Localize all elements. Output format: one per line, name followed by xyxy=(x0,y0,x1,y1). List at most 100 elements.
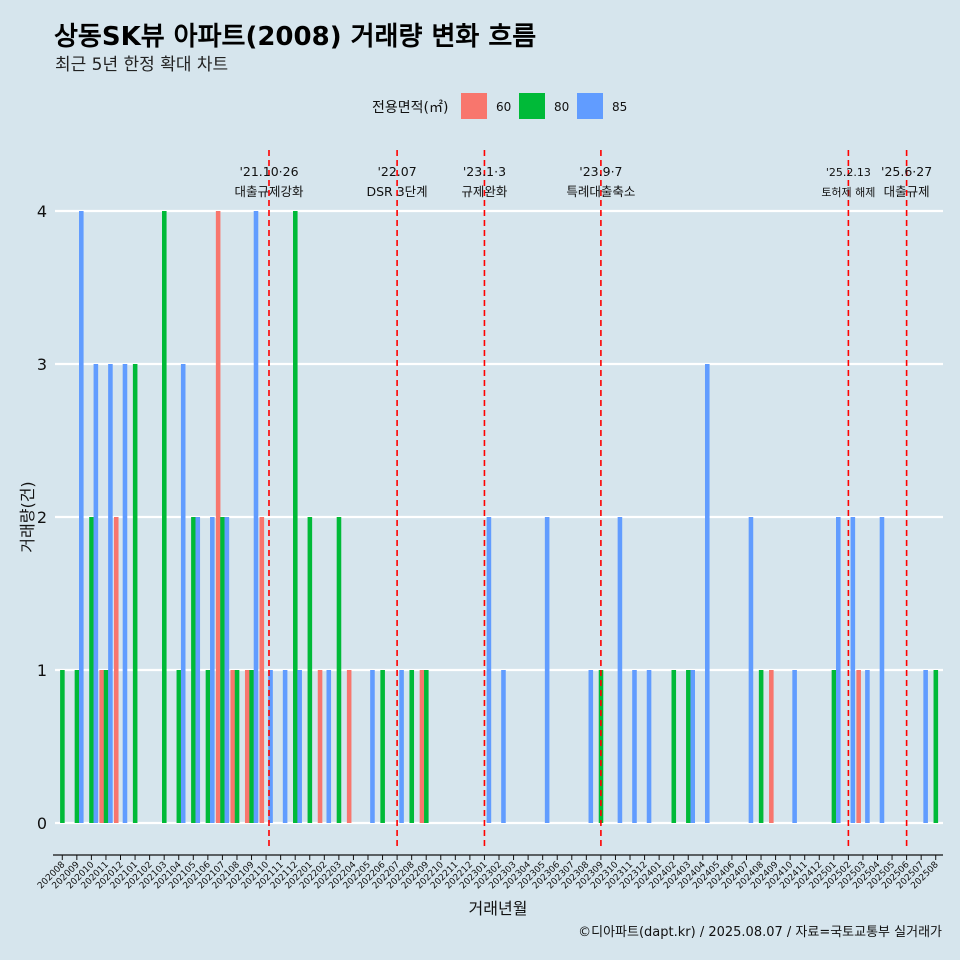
y-tick-label: 1 xyxy=(37,661,47,680)
bar-60-202107 xyxy=(215,211,221,823)
bar-80-202103 xyxy=(162,211,167,823)
caption: ©디아파트(dapt.kr) / 2025.08.07 / 자료=국토교통부 실… xyxy=(578,925,942,940)
legend-label-80: 80 xyxy=(554,100,569,114)
bar-85-202501 xyxy=(836,517,841,823)
bar-80-202008 xyxy=(60,670,65,823)
event-label-202110: 대출규제강화 xyxy=(234,184,304,199)
y-tick-label: 0 xyxy=(37,814,47,833)
bar-80-202107 xyxy=(220,517,225,823)
event-label-202301: 규제완화 xyxy=(461,184,508,199)
bar-80-202011 xyxy=(103,670,109,823)
event-label-202207: DSR 3단계 xyxy=(367,184,428,199)
bar-85-202312 xyxy=(646,670,652,823)
bar-85-202202 xyxy=(326,670,332,823)
bar-60-202110 xyxy=(259,517,265,823)
bar-80-202208 xyxy=(409,670,415,823)
bar-60-202012 xyxy=(113,517,119,823)
bar-80-202101 xyxy=(132,364,138,823)
bar-85-202302 xyxy=(501,670,506,823)
bars xyxy=(60,211,939,823)
legend-swatch-80 xyxy=(519,93,545,119)
event-date-202301: '23.1·3 xyxy=(463,164,506,179)
bar-85-202106 xyxy=(210,517,215,823)
event-label-202309: 특례대출축소 xyxy=(566,184,635,199)
bar-80-202105 xyxy=(191,517,196,823)
bar-85-202107 xyxy=(224,517,230,823)
event-date-202506: '25.6·27 xyxy=(881,164,932,179)
bar-80-202309 xyxy=(598,670,604,823)
x-axis-label: 거래년월 xyxy=(469,899,528,918)
event-label-202506: 대출규제 xyxy=(884,184,930,199)
y-tick-label: 3 xyxy=(37,355,47,374)
bar-80-202508 xyxy=(933,670,939,823)
bar-85-202507 xyxy=(923,670,928,823)
bar-80-202104 xyxy=(176,670,182,823)
bar-85-202011 xyxy=(108,364,113,823)
legend-swatch-60 xyxy=(461,93,487,119)
event-date-202309: '23.9·7 xyxy=(579,164,622,179)
bar-85-202205 xyxy=(370,670,375,823)
bar-60-202204 xyxy=(346,670,352,823)
bar-80-202010 xyxy=(89,517,94,823)
bar-60-202209 xyxy=(419,670,425,823)
bar-80-202209 xyxy=(424,670,429,823)
legend-title: 전용면적(㎡) xyxy=(372,100,448,116)
y-tick-label: 4 xyxy=(37,202,47,221)
bar-80-202403 xyxy=(686,670,691,823)
y-axis-ticks: 0 1 2 3 4 xyxy=(37,202,47,833)
bar-85-202207 xyxy=(399,670,404,823)
bar-80-202501 xyxy=(831,670,837,823)
chart-title: 상동SK뷰 아파트(2008) 거래량 변화 흐름 xyxy=(54,22,536,52)
bar-85-202009 xyxy=(79,211,84,823)
bar-85-202109 xyxy=(253,211,259,823)
event-label-202502: 토허제 해제 xyxy=(821,185,875,199)
bar-60-202503 xyxy=(856,670,861,823)
legend-label-60: 60 xyxy=(496,100,511,114)
bar-60-202109 xyxy=(244,670,250,823)
bar-85-202104 xyxy=(180,364,186,823)
bar-80-202201 xyxy=(307,517,313,823)
bar-85-202407 xyxy=(748,517,754,823)
bar-60-202202 xyxy=(317,670,323,823)
bar-85-202105 xyxy=(195,517,201,823)
bar-85-202502 xyxy=(850,517,856,823)
bar-80-202402 xyxy=(671,670,677,823)
bar-80-202408 xyxy=(758,670,764,823)
bar-60-202108 xyxy=(230,670,235,823)
bar-60-202011 xyxy=(99,670,104,823)
bar-85-202403 xyxy=(690,670,695,823)
bar-80-202108 xyxy=(234,670,240,823)
bar-80-202106 xyxy=(205,670,211,823)
bar-85-202305 xyxy=(544,517,550,823)
bar-85-202301 xyxy=(486,517,492,823)
bar-85-202010 xyxy=(93,364,99,823)
bar-85-202112 xyxy=(297,670,302,823)
legend: 전용면적(㎡) 60 80 85 xyxy=(372,93,627,119)
bar-85-202311 xyxy=(632,670,637,823)
bar-80-202206 xyxy=(380,670,385,823)
bar-60-202409 xyxy=(769,670,774,823)
bar-80-202203 xyxy=(336,517,342,823)
bar-85-202503 xyxy=(865,670,870,823)
bar-85-202310 xyxy=(617,517,623,823)
bar-85-202410 xyxy=(792,670,797,823)
event-date-202207: '22.07 xyxy=(377,164,416,179)
chart-subtitle: 최근 5년 한정 확대 차트 xyxy=(55,55,228,75)
bar-85-202404 xyxy=(704,364,710,823)
event-date-202110: '21.10·26 xyxy=(239,164,298,179)
bar-85-202012 xyxy=(122,364,128,823)
legend-swatch-85 xyxy=(577,93,603,119)
y-tick-label: 2 xyxy=(37,508,47,527)
event-markers: '21.10·26 대출규제강화 '22.07 DSR 3단계 '23.1·3 규제완화 '… xyxy=(234,150,932,850)
bar-85-202308 xyxy=(588,670,594,823)
bar-80-202009 xyxy=(74,670,80,823)
bar-85-202111 xyxy=(282,670,288,823)
bar-80-202112 xyxy=(293,211,298,823)
event-date-202502: '25.2.13 xyxy=(826,166,871,179)
bar-80-202109 xyxy=(249,670,254,823)
bar-85-202110 xyxy=(268,670,273,823)
legend-label-85: 85 xyxy=(612,100,627,114)
bar-85-202504 xyxy=(879,517,885,823)
